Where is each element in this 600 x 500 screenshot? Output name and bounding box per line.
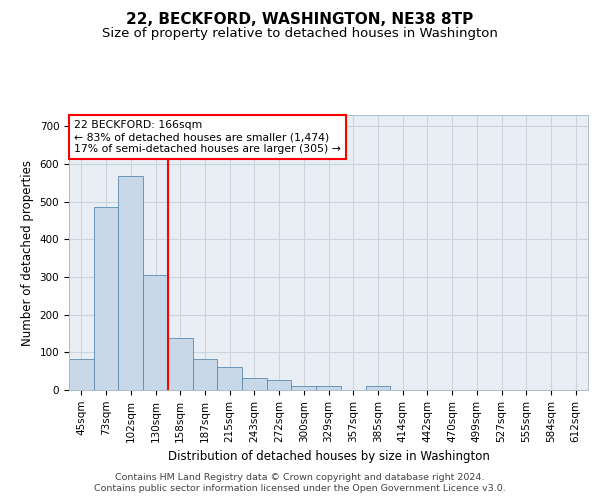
Bar	[242, 378, 267, 390]
Bar	[217, 366, 242, 390]
Bar	[365, 386, 390, 390]
Bar	[118, 176, 143, 390]
Bar	[292, 386, 316, 390]
Bar	[94, 206, 118, 390]
Bar	[267, 380, 292, 390]
Bar	[69, 359, 94, 390]
Text: Size of property relative to detached houses in Washington: Size of property relative to detached ho…	[102, 28, 498, 40]
Text: 22 BECKFORD: 166sqm
← 83% of detached houses are smaller (1,474)
17% of semi-det: 22 BECKFORD: 166sqm ← 83% of detached ho…	[74, 120, 341, 154]
Bar	[316, 386, 341, 390]
Bar	[168, 338, 193, 390]
Text: Contains HM Land Registry data © Crown copyright and database right 2024.: Contains HM Land Registry data © Crown c…	[115, 472, 485, 482]
X-axis label: Distribution of detached houses by size in Washington: Distribution of detached houses by size …	[167, 450, 490, 463]
Bar	[193, 358, 217, 390]
Y-axis label: Number of detached properties: Number of detached properties	[21, 160, 34, 346]
Text: Contains public sector information licensed under the Open Government Licence v3: Contains public sector information licen…	[94, 484, 506, 493]
Text: 22, BECKFORD, WASHINGTON, NE38 8TP: 22, BECKFORD, WASHINGTON, NE38 8TP	[127, 12, 473, 28]
Bar	[143, 275, 168, 390]
